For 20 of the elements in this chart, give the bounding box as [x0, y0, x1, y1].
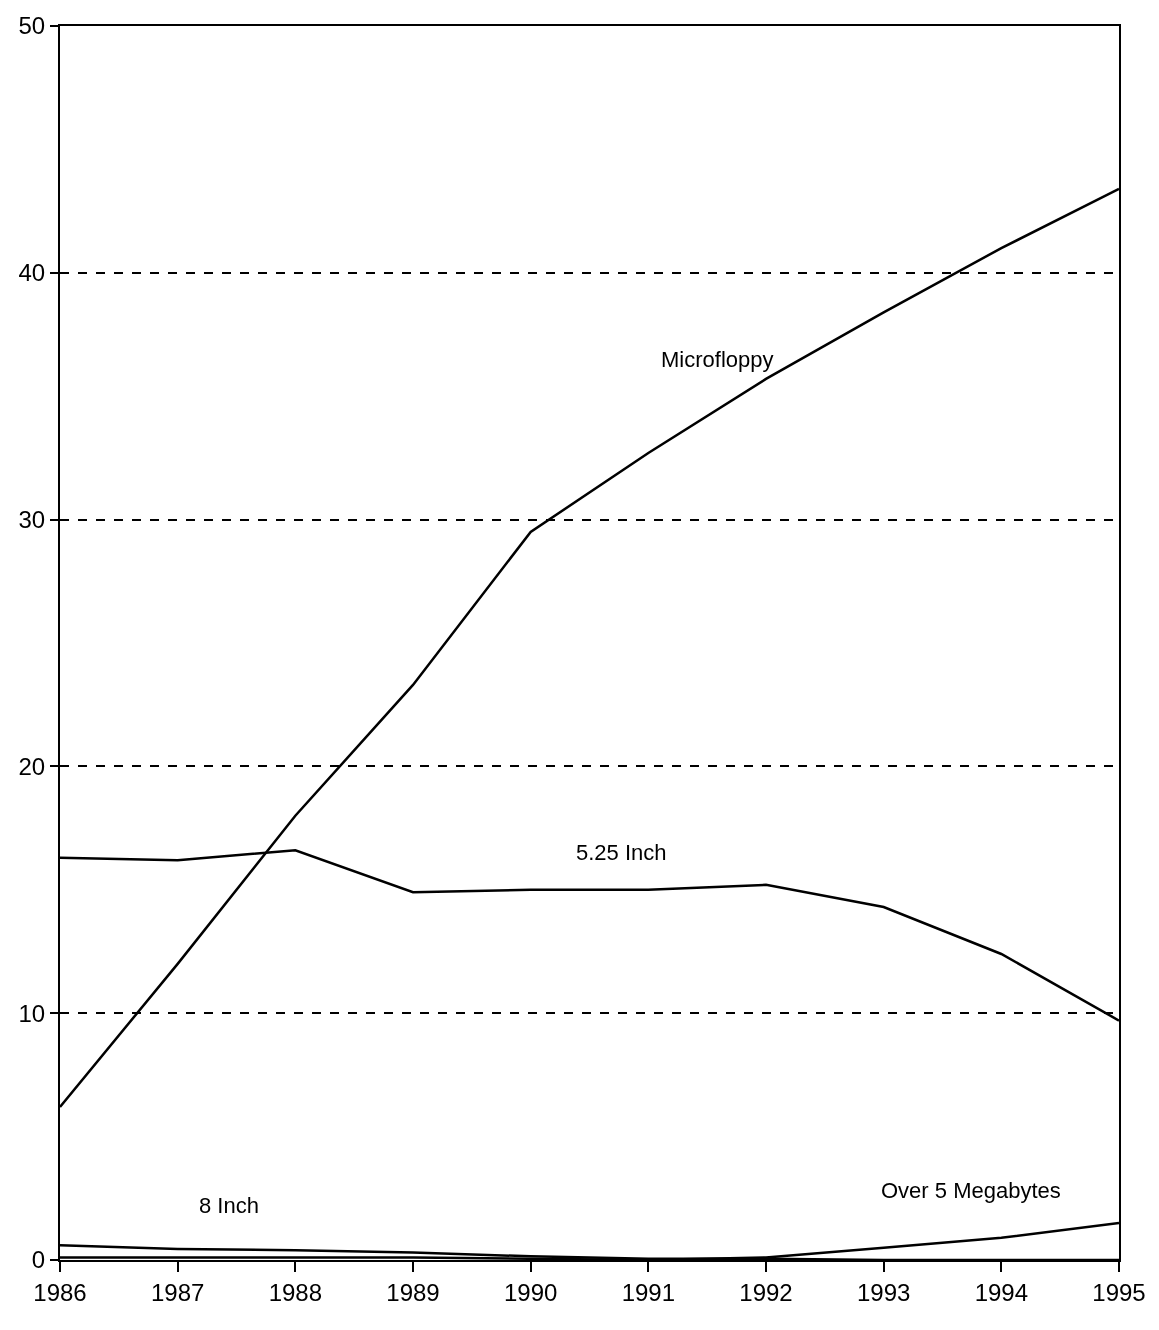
x-tick-label: 1993 [856, 1278, 911, 1306]
x-tick-label: 1995 [1092, 1278, 1146, 1306]
y-tick-label: 10 [18, 999, 46, 1027]
x-tick-label: 1989 [386, 1278, 440, 1306]
x-tick-label: 1990 [503, 1278, 558, 1306]
y-tick-label: 30 [18, 506, 46, 533]
series-label: 5.25 Inch [576, 840, 667, 865]
series-label: Microfloppy [661, 347, 774, 372]
x-tick-label: 1991 [621, 1278, 676, 1306]
y-tick-label: 50 [18, 12, 46, 40]
x-tick-label: 1986 [33, 1278, 87, 1306]
y-tick-label: 40 [18, 259, 46, 287]
x-tick-label: 1994 [974, 1278, 1029, 1306]
x-tick-label: 1987 [150, 1278, 205, 1306]
series-label: Over 5 Megabytes [881, 1178, 1061, 1203]
x-tick-label: 1992 [739, 1278, 793, 1306]
y-tick-label: 0 [31, 1246, 46, 1274]
x-tick-label: 1988 [268, 1278, 323, 1306]
series-label: 8 Inch [199, 1193, 259, 1218]
y-tick-label: 20 [18, 752, 46, 780]
